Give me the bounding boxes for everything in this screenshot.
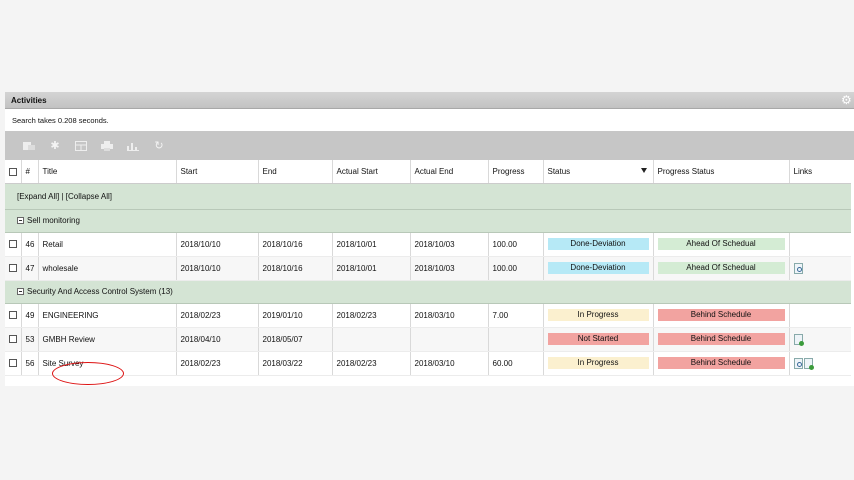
- row-actual-end: 2018/10/03: [410, 232, 489, 257]
- select-all-checkbox[interactable]: [9, 167, 17, 176]
- group-row[interactable]: Security And Access Control System (13): [5, 280, 851, 304]
- row-actual-start: 2018/02/23: [332, 351, 411, 376]
- progress-status-badge: Ahead Of Schedual: [657, 262, 785, 274]
- row-num: 47: [21, 256, 39, 281]
- chart-icon[interactable]: [127, 140, 139, 152]
- toolbar: ✱ ↻: [5, 131, 854, 160]
- row-actual-end: [410, 327, 489, 352]
- status-badge: In Progress: [547, 357, 649, 369]
- row-checkbox[interactable]: [9, 359, 17, 368]
- col-actual-start[interactable]: Actual Start: [332, 160, 411, 184]
- refresh-icon[interactable]: ↻: [154, 139, 164, 152]
- group-label: Security And Access Control System (13): [27, 287, 173, 296]
- row-checkbox[interactable]: [9, 240, 17, 249]
- row-progress: 100.00: [488, 232, 544, 257]
- activities-table: # Title Start End Actual Start Actual En…: [5, 160, 851, 376]
- add-document-icon[interactable]: [803, 357, 814, 370]
- collapse-all-link[interactable]: [Collapse All]: [65, 191, 113, 201]
- row-title[interactable]: Retail: [38, 232, 177, 257]
- row-start: 2018/10/10: [176, 232, 259, 257]
- panel-title: Activities: [11, 95, 47, 105]
- table-row[interactable]: 46 Retail 2018/10/10 2018/10/16 2018/10/…: [5, 232, 851, 257]
- row-checkbox[interactable]: [9, 264, 17, 273]
- row-actual-start: 2018/10/01: [332, 256, 411, 281]
- row-checkbox[interactable]: [9, 335, 17, 344]
- row-links: [789, 232, 851, 257]
- panel-header: Activities ⚙: [5, 92, 854, 109]
- settings-icon[interactable]: ✱: [50, 139, 60, 152]
- columns-icon[interactable]: [75, 140, 87, 152]
- col-end[interactable]: End: [258, 160, 333, 184]
- sort-desc-icon[interactable]: [640, 168, 647, 173]
- col-start[interactable]: Start: [176, 160, 259, 184]
- row-title[interactable]: ENGINEERING: [38, 303, 177, 328]
- table-row[interactable]: 56 Site Survey 2018/02/23 2018/03/22 201…: [5, 351, 851, 376]
- row-title[interactable]: Site Survey: [38, 351, 177, 376]
- row-progress: 60.00: [488, 351, 544, 376]
- row-actual-end: 2018/03/10: [410, 303, 489, 328]
- col-num[interactable]: #: [21, 160, 39, 184]
- col-status-label: Status: [547, 166, 571, 176]
- row-end: 2018/10/16: [258, 232, 333, 257]
- collapse-group-icon[interactable]: [17, 288, 24, 296]
- progress-status-badge: Ahead Of Schedual: [657, 238, 785, 250]
- col-status[interactable]: Status: [543, 160, 654, 184]
- progress-status-badge: Behind Schedule: [657, 357, 785, 369]
- add-document-icon[interactable]: [793, 333, 804, 346]
- row-start: 2018/04/10: [176, 327, 259, 352]
- col-links[interactable]: Links: [789, 160, 851, 184]
- separator: |: [59, 191, 66, 201]
- status-badge: Not Started: [547, 333, 649, 345]
- row-actual-end: 2018/03/10: [410, 351, 489, 376]
- expand-collapse-row: [Expand All] | [Collapse All]: [5, 183, 851, 210]
- col-actual-end[interactable]: Actual End: [410, 160, 489, 184]
- table-row[interactable]: 47 wholesale 2018/10/10 2018/10/16 2018/…: [5, 256, 851, 281]
- row-end: 2018/03/22: [258, 351, 333, 376]
- row-start: 2018/10/10: [176, 256, 259, 281]
- col-progress[interactable]: Progress: [488, 160, 544, 184]
- row-start: 2018/02/23: [176, 303, 259, 328]
- row-links: [789, 303, 851, 328]
- row-progress: 7.00: [488, 303, 544, 328]
- row-num: 49: [21, 303, 39, 328]
- search-info: Search takes 0.208 seconds.: [5, 109, 854, 131]
- view-document-icon[interactable]: [793, 262, 803, 274]
- table-header-row: # Title Start End Actual Start Actual En…: [5, 160, 851, 184]
- status-badge: Done-Deviation: [547, 238, 649, 250]
- group-row[interactable]: Sell monitoring: [5, 209, 851, 233]
- row-actual-end: 2018/10/03: [410, 256, 489, 281]
- row-end: 2018/10/16: [258, 256, 333, 281]
- table-row[interactable]: 49 ENGINEERING 2018/02/23 2019/01/10 201…: [5, 303, 851, 328]
- row-end: 2018/05/07: [258, 327, 333, 352]
- print-icon[interactable]: [101, 140, 113, 152]
- status-badge: Done-Deviation: [547, 262, 649, 274]
- collapse-group-icon[interactable]: [17, 217, 24, 225]
- row-checkbox[interactable]: [9, 311, 17, 320]
- row-actual-start: [332, 327, 411, 352]
- view-document-icon[interactable]: [793, 357, 803, 369]
- col-progress-status[interactable]: Progress Status: [653, 160, 790, 184]
- col-title[interactable]: Title: [38, 160, 177, 184]
- table-row[interactable]: 53 GMBH Review 2018/04/10 2018/05/07 Not…: [5, 327, 851, 352]
- row-title[interactable]: wholesale: [38, 256, 177, 281]
- gear-icon[interactable]: ⚙: [841, 93, 852, 107]
- row-progress: [488, 327, 544, 352]
- row-num: 46: [21, 232, 39, 257]
- export-icon[interactable]: [23, 140, 35, 152]
- row-end: 2019/01/10: [258, 303, 333, 328]
- row-progress: 100.00: [488, 256, 544, 281]
- row-actual-start: 2018/10/01: [332, 232, 411, 257]
- row-num: 53: [21, 327, 39, 352]
- row-num: 56: [21, 351, 39, 376]
- activities-panel: Activities ⚙ Search takes 0.208 seconds.…: [5, 92, 854, 386]
- group-label: Sell monitoring: [27, 216, 80, 225]
- row-title[interactable]: GMBH Review: [38, 327, 177, 352]
- row-actual-start: 2018/02/23: [332, 303, 411, 328]
- row-start: 2018/02/23: [176, 351, 259, 376]
- progress-status-badge: Behind Schedule: [657, 333, 785, 345]
- expand-all-link[interactable]: [Expand All]: [17, 191, 60, 201]
- progress-status-badge: Behind Schedule: [657, 309, 785, 321]
- status-badge: In Progress: [547, 309, 649, 321]
